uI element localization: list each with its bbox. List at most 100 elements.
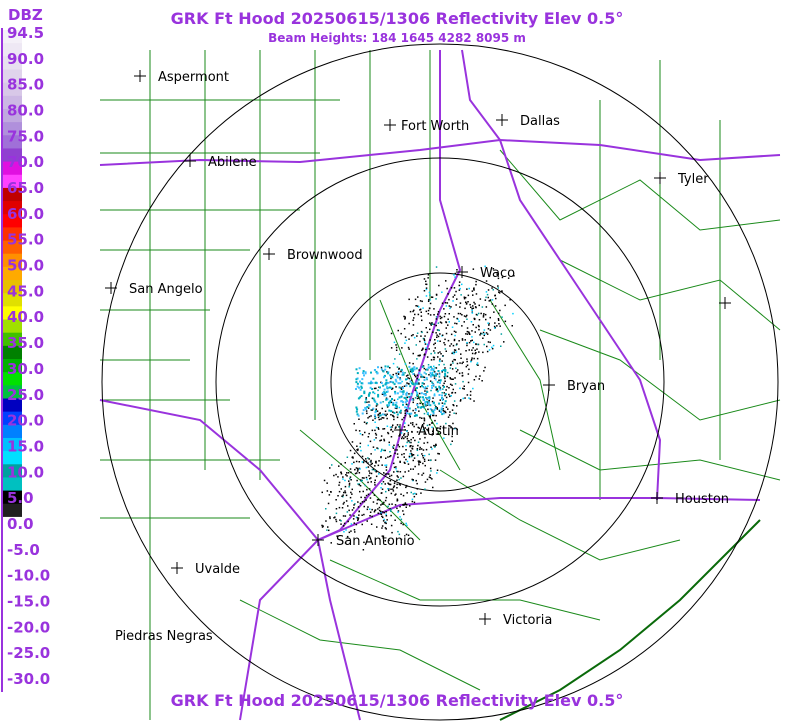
- echo: [474, 349, 476, 352]
- echo: [433, 414, 435, 417]
- echo: [401, 418, 403, 421]
- echo: [445, 422, 447, 425]
- echo: [354, 531, 356, 533]
- legend-swatch: [2, 477, 22, 492]
- echo: [414, 492, 416, 495]
- echo: [432, 368, 435, 371]
- echo: [346, 472, 348, 474]
- echo: [398, 386, 401, 389]
- echo: [436, 388, 438, 390]
- echo: [397, 511, 399, 513]
- echo: [432, 414, 434, 417]
- echo: [408, 365, 411, 368]
- echo: [370, 472, 373, 475]
- echo: [450, 363, 452, 366]
- echo: [432, 410, 435, 413]
- echo: [455, 370, 458, 373]
- echo: [406, 504, 408, 506]
- echo: [403, 461, 406, 464]
- echo: [459, 302, 462, 304]
- echo: [447, 339, 450, 342]
- echo: [411, 370, 414, 372]
- echo: [474, 303, 476, 305]
- echo: [392, 430, 394, 433]
- echo: [429, 314, 432, 316]
- echo: [373, 369, 376, 372]
- echo: [405, 375, 408, 377]
- echo: [405, 522, 407, 525]
- echo: [345, 529, 347, 531]
- echo: [407, 440, 409, 442]
- echo: [370, 371, 372, 374]
- echo: [335, 518, 337, 521]
- echo: [338, 465, 340, 467]
- echo: [385, 398, 388, 401]
- echo: [433, 401, 435, 404]
- echo: [450, 443, 452, 446]
- echo: [410, 441, 412, 444]
- echo: [421, 453, 423, 455]
- echo: [418, 462, 420, 464]
- echo: [423, 433, 425, 435]
- echo: [375, 437, 377, 439]
- echo: [453, 287, 456, 289]
- echo: [474, 352, 476, 355]
- echo: [429, 328, 431, 331]
- echo: [394, 392, 397, 395]
- echo: [485, 306, 488, 308]
- echo: [392, 411, 394, 413]
- echo: [421, 349, 423, 351]
- echo: [461, 283, 463, 286]
- echo: [422, 403, 424, 405]
- echo: [430, 324, 432, 326]
- echo: [468, 349, 470, 351]
- echo: [410, 412, 413, 415]
- echo: [404, 401, 407, 404]
- echo: [410, 422, 412, 424]
- echo: [428, 348, 430, 350]
- echo: [372, 391, 375, 394]
- echo: [405, 391, 408, 394]
- echo: [478, 325, 480, 328]
- echo: [463, 297, 466, 300]
- legend-label: 60.0: [7, 205, 44, 223]
- echo: [406, 406, 408, 409]
- echo: [463, 321, 465, 323]
- echo: [389, 507, 391, 510]
- echo: [392, 488, 394, 490]
- echo: [477, 364, 479, 366]
- echo: [344, 542, 347, 544]
- echo: [358, 418, 360, 420]
- legend-label: 25.0: [7, 386, 44, 404]
- echo: [370, 463, 372, 466]
- echo: [399, 409, 402, 412]
- echo: [466, 314, 468, 317]
- echo: [408, 455, 411, 458]
- echo: [383, 394, 386, 397]
- echo: [488, 349, 491, 351]
- echo: [412, 454, 415, 456]
- echo: [407, 463, 410, 465]
- echo: [417, 473, 420, 475]
- echo: [494, 327, 496, 329]
- echo: [381, 511, 384, 513]
- echo: [385, 490, 387, 493]
- echo: [482, 331, 485, 334]
- echo: [468, 341, 471, 344]
- echo: [444, 313, 447, 315]
- legend-swatch: [2, 332, 22, 347]
- echo: [370, 481, 372, 483]
- echo: [435, 443, 437, 446]
- echo: [402, 510, 404, 512]
- echo: [436, 390, 439, 393]
- echo: [381, 488, 384, 490]
- echo: [356, 517, 359, 519]
- echo: [451, 440, 453, 442]
- echo: [364, 431, 366, 434]
- echo: [409, 445, 411, 448]
- echo: [483, 370, 485, 372]
- echo: [387, 431, 389, 434]
- echo: [381, 413, 384, 416]
- echo: [483, 343, 485, 346]
- echo: [364, 371, 367, 374]
